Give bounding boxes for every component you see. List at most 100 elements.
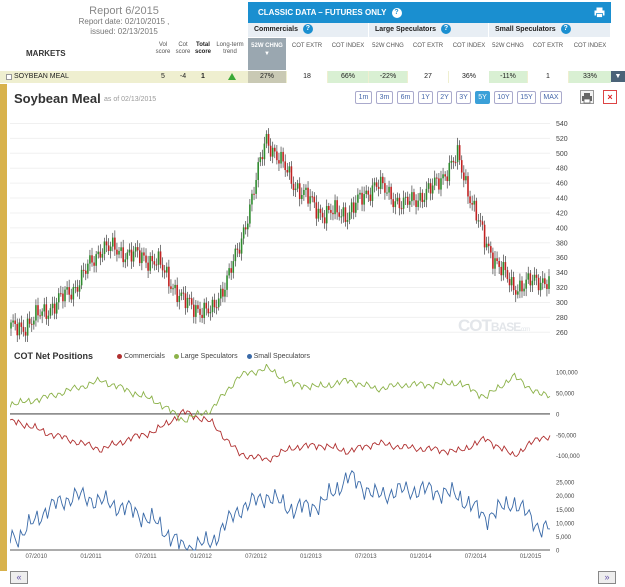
candle-body: [544, 278, 546, 285]
candle-body: [471, 203, 473, 205]
legend-dot-commercials: [117, 353, 122, 359]
candle-body: [305, 187, 307, 190]
candle-body: [20, 322, 23, 327]
range-15y[interactable]: 15Y: [517, 91, 536, 104]
candle-body: [307, 187, 309, 204]
market-row-soybean-meal[interactable]: SOYBEAN MEAL 5 -4 1 27% 18 66% -22% 27 3…: [0, 71, 611, 83]
candle-body: [452, 160, 455, 163]
candle-body: [512, 277, 515, 291]
prev-button[interactable]: «: [10, 571, 28, 584]
candle-body: [209, 311, 212, 314]
next-button[interactable]: »: [598, 571, 616, 584]
candle-body: [456, 145, 459, 163]
range-2y[interactable]: 2Y: [437, 91, 452, 104]
sort-large-extr[interactable]: COT EXTR: [412, 43, 444, 49]
range-max[interactable]: MAX: [540, 91, 562, 104]
sort-large-52w[interactable]: 52W CHNG: [372, 43, 404, 49]
candle-body: [523, 288, 525, 292]
candle-body: [240, 238, 243, 254]
candle-body: [288, 166, 291, 173]
printer-icon[interactable]: [594, 7, 605, 18]
question-icon[interactable]: ?: [441, 24, 452, 35]
candle-body: [377, 186, 380, 189]
candle-body: [276, 151, 278, 161]
candle-body: [78, 285, 81, 292]
large-index: 36%: [449, 71, 489, 83]
chart-print-button[interactable]: [580, 90, 594, 104]
question-icon[interactable]: ?: [302, 24, 313, 35]
candle-body: [153, 261, 156, 265]
candle-body: [431, 185, 434, 194]
candle-body: [344, 207, 347, 222]
candle-body: [296, 183, 299, 189]
candle-body: [415, 200, 417, 207]
candle-body: [128, 249, 131, 253]
sort-commercials-52w[interactable]: 52W CHNG ▼: [248, 38, 286, 70]
candle-body: [525, 279, 527, 289]
price-chart[interactable]: 260 280 300 320 340 360 380 400 420 440 460 480 500 5…: [10, 110, 582, 342]
cot-score: -4: [179, 73, 187, 80]
candle-body: [325, 205, 328, 224]
row-checkbox[interactable]: [6, 74, 12, 80]
market-name[interactable]: SOYBEAN MEAL: [14, 73, 69, 80]
question-icon[interactable]: ?: [560, 24, 571, 35]
candle-body: [211, 299, 214, 312]
date-tick-label: 01/2015: [519, 554, 542, 560]
price-tick-label: 380: [556, 240, 568, 247]
large-extr: 27: [408, 71, 448, 83]
range-1y[interactable]: 1Y: [418, 91, 433, 104]
candle-body: [22, 326, 25, 332]
sort-commercials-index[interactable]: COT INDEX: [331, 43, 365, 49]
candle-body: [460, 160, 463, 173]
legend-large-speculators[interactable]: Large Speculators: [180, 353, 238, 360]
candle-body: [141, 252, 143, 264]
row-dropdown-button[interactable]: ▼: [611, 71, 625, 82]
price-tick-label: 480: [556, 166, 568, 173]
trend-header: Long-term trend: [216, 42, 244, 55]
legend-commercials[interactable]: Commercials: [124, 353, 165, 360]
range-3m[interactable]: 3m: [376, 91, 393, 104]
close-chart-button[interactable]: ×: [603, 90, 617, 104]
candle-body: [342, 207, 345, 217]
question-icon[interactable]: ?: [391, 7, 402, 18]
candle-body: [242, 227, 245, 239]
candle-body: [39, 315, 41, 317]
sort-small-52w[interactable]: 52W CHNG: [492, 43, 524, 49]
candle-body: [124, 259, 127, 263]
report-title[interactable]: Report 6/2015: [89, 5, 159, 17]
range-10y[interactable]: 10Y: [494, 91, 513, 104]
candle-body: [392, 199, 395, 208]
candle-body: [506, 270, 509, 280]
group-label: Small Speculators: [495, 26, 556, 33]
sort-commercials-extr[interactable]: COT EXTR: [291, 43, 323, 49]
candle-body: [334, 200, 336, 215]
sort-small-index[interactable]: COT INDEX: [573, 43, 607, 49]
small-extr: 1: [528, 71, 568, 83]
range-1m[interactable]: 1m: [355, 91, 372, 104]
candle-body: [24, 331, 27, 336]
candle-body: [379, 176, 382, 189]
cot-chart[interactable]: 100,000 50,000 0 -50,000 -100,000 25,000 20,00…: [10, 364, 582, 554]
candle-body: [417, 200, 419, 207]
legend-small-speculators[interactable]: Small Speculators: [253, 353, 310, 360]
price-grid: [10, 122, 550, 333]
candle-body: [72, 287, 75, 300]
candle-body: [132, 251, 135, 262]
candle-body: [529, 273, 532, 286]
range-5y[interactable]: 5Y: [475, 91, 490, 104]
candle-body: [109, 246, 112, 251]
candle-body: [60, 293, 62, 295]
range-6m[interactable]: 6m: [397, 91, 414, 104]
price-tick-label: 280: [556, 315, 568, 322]
sort-large-index[interactable]: COT INDEX: [452, 43, 486, 49]
candle-body: [313, 196, 316, 203]
candle-body: [504, 262, 507, 271]
price-tick-label: 400: [556, 225, 568, 232]
candle-body: [340, 216, 343, 218]
cot-series-commercials: [10, 408, 551, 463]
range-3y[interactable]: 3Y: [456, 91, 471, 104]
candle-body: [176, 284, 178, 302]
sort-small-extr[interactable]: COT EXTR: [532, 43, 564, 49]
candle-body: [28, 318, 31, 324]
candle-body: [502, 262, 505, 276]
